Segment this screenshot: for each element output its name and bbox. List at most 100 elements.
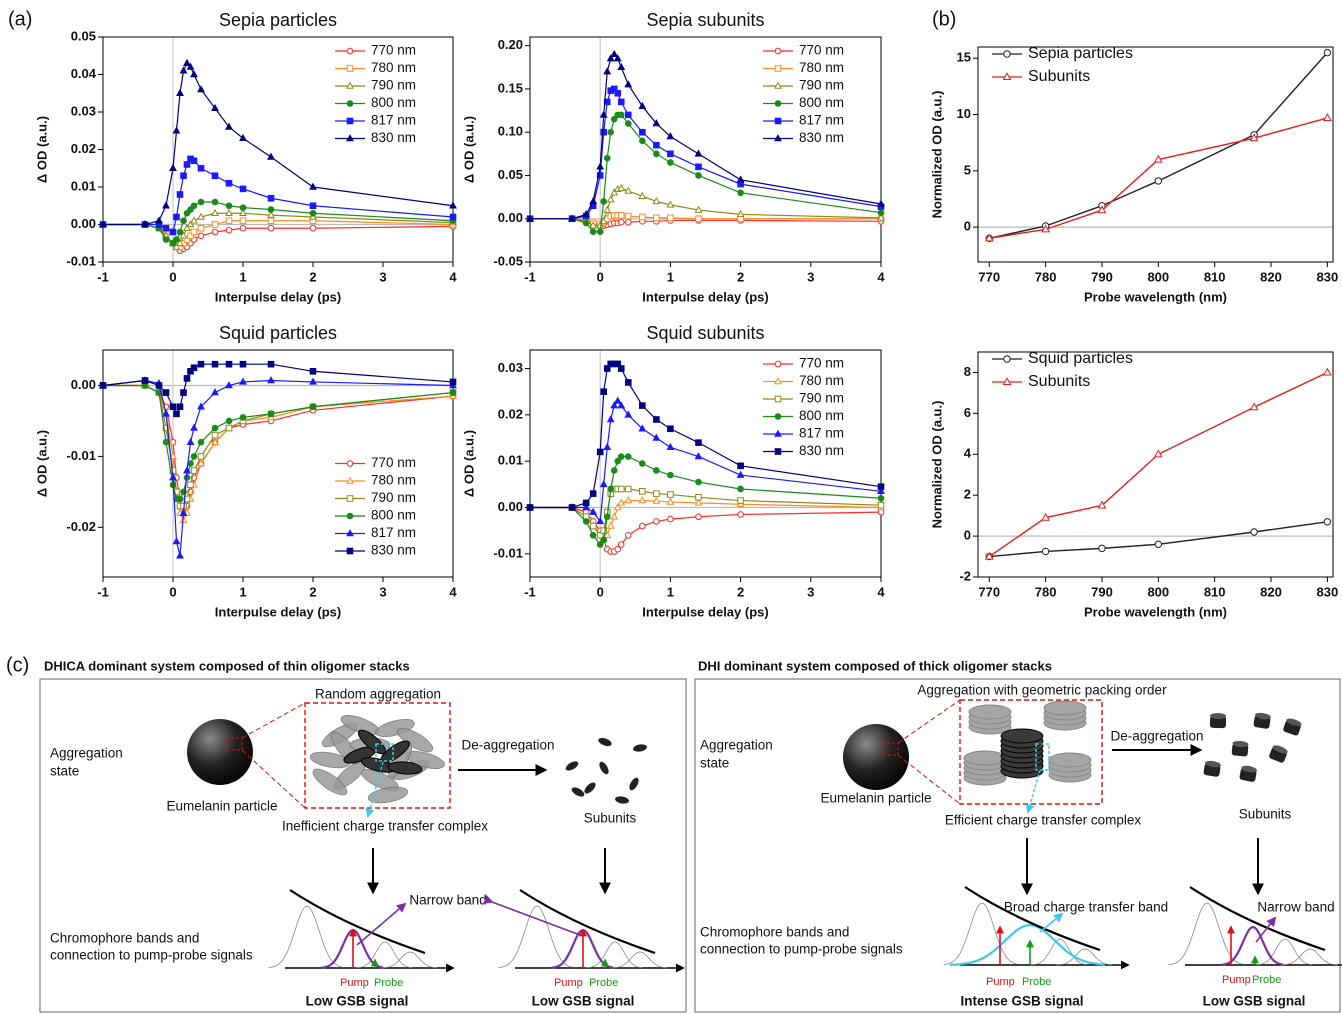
plot-frame bbox=[977, 46, 1334, 263]
marker bbox=[172, 537, 181, 545]
marker bbox=[1097, 205, 1107, 214]
x-tick-label: 4 bbox=[877, 269, 885, 284]
zoom-box bbox=[225, 737, 243, 751]
series-line bbox=[530, 499, 882, 541]
x-tick-label: -1 bbox=[97, 584, 109, 599]
narrow-band bbox=[320, 928, 384, 969]
marker bbox=[599, 110, 608, 118]
marker bbox=[162, 438, 170, 446]
marker bbox=[526, 504, 534, 511]
marker bbox=[173, 410, 180, 418]
x-tick-label: -1 bbox=[524, 584, 536, 599]
marker bbox=[603, 67, 612, 75]
marker bbox=[984, 233, 994, 242]
marker bbox=[596, 541, 604, 548]
oligomer-dark bbox=[387, 761, 423, 775]
y-tick-label: 0.01 bbox=[71, 178, 96, 193]
band bbox=[1056, 948, 1113, 966]
x-tick-label: 0 bbox=[169, 584, 176, 599]
marker bbox=[614, 545, 622, 553]
marker bbox=[225, 122, 233, 130]
marker bbox=[737, 485, 744, 493]
marker bbox=[639, 487, 646, 495]
subunit-top bbox=[1241, 765, 1258, 773]
series-line bbox=[989, 52, 1328, 240]
marker bbox=[877, 199, 885, 207]
marker bbox=[603, 205, 612, 213]
band bbox=[611, 951, 668, 969]
marker bbox=[267, 376, 275, 384]
legend-marker bbox=[346, 117, 354, 125]
y-tick-label: 0.03 bbox=[498, 360, 523, 375]
band bbox=[1281, 948, 1338, 966]
marker bbox=[309, 209, 317, 217]
marker bbox=[225, 179, 233, 187]
marker bbox=[190, 157, 198, 165]
legend-label: 817 nm bbox=[371, 113, 416, 128]
marker bbox=[877, 483, 885, 490]
marker bbox=[162, 201, 170, 209]
legend-marker bbox=[346, 495, 354, 502]
marker bbox=[695, 439, 702, 446]
y-tick-label: 5 bbox=[964, 162, 971, 177]
marker bbox=[653, 518, 660, 525]
x-tick-label: 2 bbox=[737, 269, 744, 284]
marker bbox=[225, 217, 233, 225]
marker bbox=[639, 402, 646, 409]
series-line bbox=[103, 384, 454, 507]
marker bbox=[1154, 540, 1163, 548]
marker bbox=[186, 62, 195, 70]
marker bbox=[183, 375, 191, 382]
marker bbox=[169, 228, 177, 236]
marker bbox=[211, 228, 219, 236]
legend-marker bbox=[774, 413, 782, 420]
legend-label: 790 nm bbox=[371, 78, 416, 93]
chart-title: Squid subunits bbox=[646, 323, 764, 343]
marker bbox=[239, 133, 247, 141]
legend-marker bbox=[346, 529, 354, 537]
marker bbox=[624, 120, 632, 127]
oligomer bbox=[312, 768, 348, 796]
marker bbox=[737, 511, 744, 518]
marker bbox=[736, 175, 745, 183]
x-tick-label: 770 bbox=[978, 584, 1000, 599]
subunits-label: Subunits bbox=[1239, 807, 1292, 822]
subunit bbox=[633, 744, 647, 752]
x-tick-label: 1 bbox=[239, 269, 246, 284]
x-tick-label: 0 bbox=[169, 269, 176, 284]
y-tick-label: 2 bbox=[964, 487, 971, 502]
marker bbox=[225, 202, 233, 210]
marker bbox=[617, 184, 626, 192]
probe-label: Probe bbox=[1022, 976, 1051, 988]
marker bbox=[624, 80, 633, 88]
panel-label: (a) bbox=[8, 8, 32, 30]
marker bbox=[180, 172, 187, 180]
x-tick-label: 3 bbox=[807, 584, 814, 599]
y-axis-label: Δ OD (a.u.) bbox=[461, 116, 476, 183]
marker bbox=[309, 202, 317, 210]
marker bbox=[667, 515, 674, 523]
band bbox=[268, 905, 344, 968]
y-tick-label: -0.05 bbox=[493, 253, 523, 268]
marker bbox=[176, 238, 184, 246]
absorption bbox=[964, 886, 1101, 952]
marker bbox=[267, 217, 275, 225]
marker bbox=[190, 467, 198, 474]
note-arrow bbox=[356, 902, 407, 946]
marker bbox=[1323, 48, 1332, 57]
marker bbox=[183, 58, 191, 66]
marker bbox=[589, 507, 598, 515]
x-axis-label: Interpulse delay (ps) bbox=[215, 604, 341, 619]
marker bbox=[309, 182, 317, 190]
y-tick-label: 0 bbox=[964, 219, 971, 234]
marker bbox=[606, 415, 615, 423]
complex-label: Efficient charge transfer complex bbox=[945, 813, 1142, 828]
x-tick-label: 0 bbox=[597, 584, 604, 599]
marker bbox=[589, 228, 597, 236]
x-axis-label: Probe wavelength (nm) bbox=[1084, 289, 1227, 304]
marker bbox=[603, 442, 612, 451]
subunit-top bbox=[1205, 760, 1221, 768]
stack-disc bbox=[968, 704, 1012, 720]
marker bbox=[617, 111, 625, 119]
subunit bbox=[1209, 715, 1227, 729]
